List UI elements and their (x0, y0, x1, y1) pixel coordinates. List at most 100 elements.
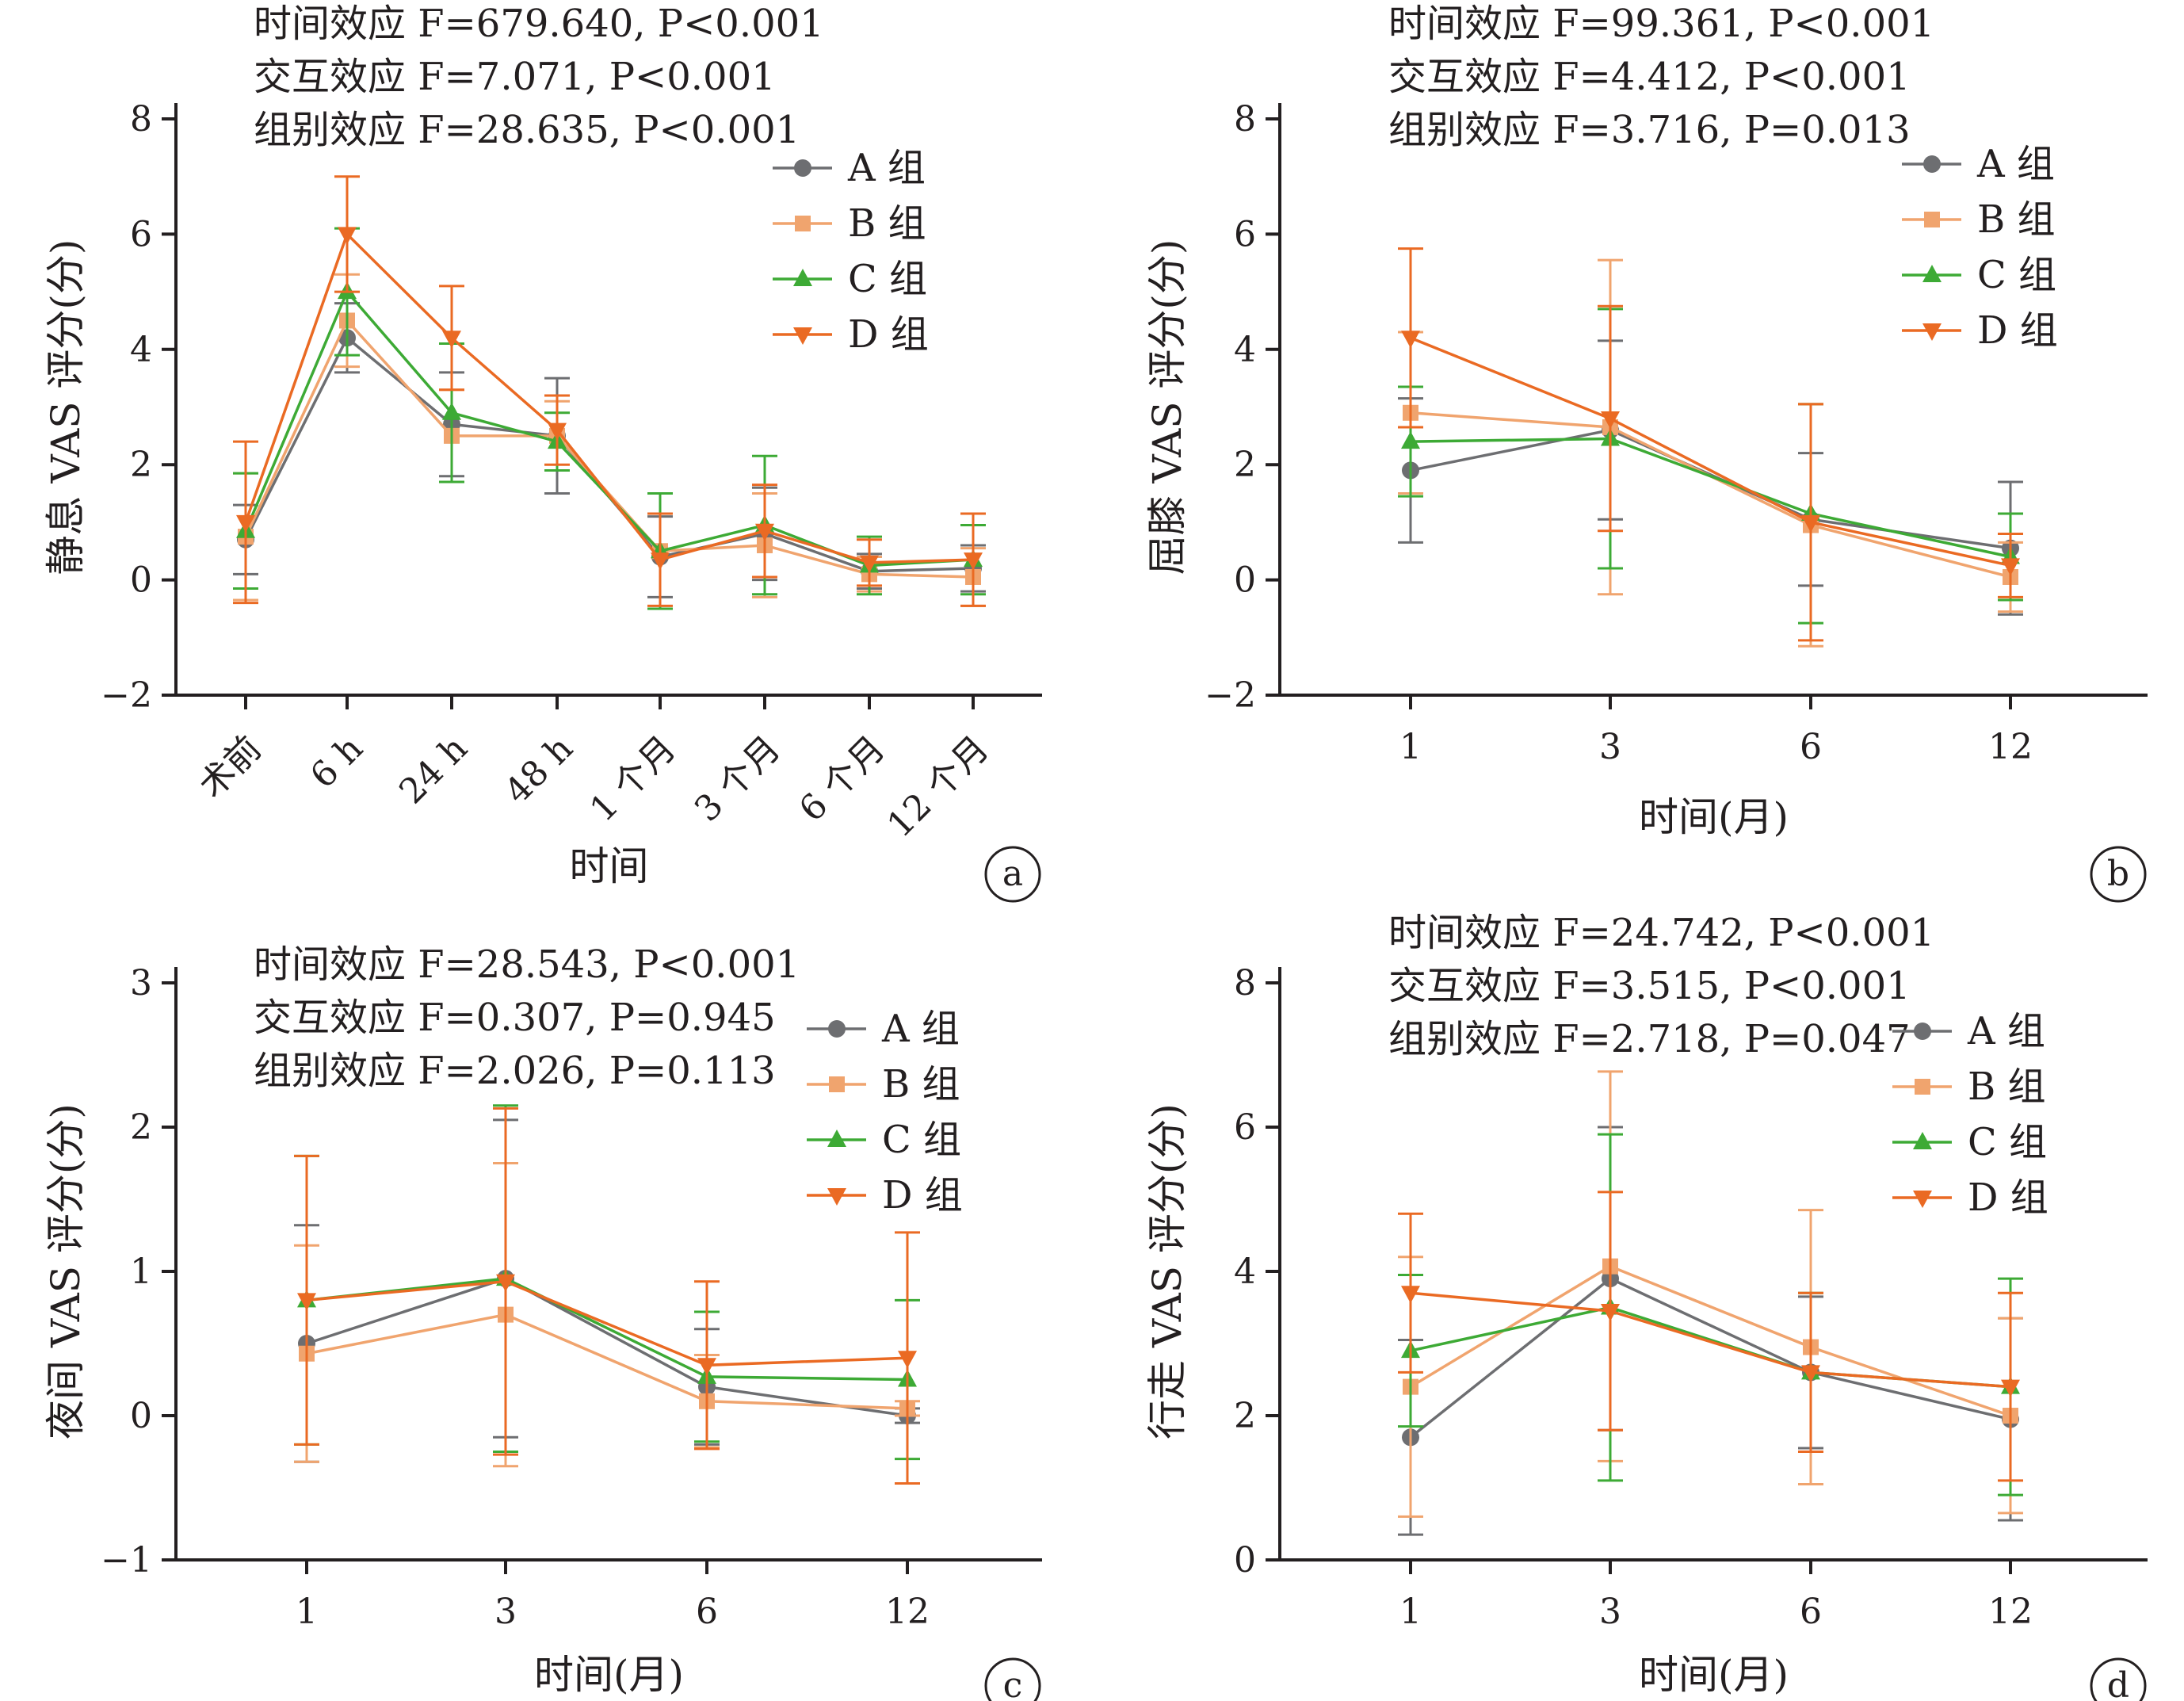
data-point (860, 555, 879, 573)
panel-badge (984, 1657, 1041, 1701)
legend-label: C 组 (1977, 253, 2056, 297)
data-point (1401, 1286, 1420, 1304)
legend-marker (1914, 1023, 1931, 1040)
data-point (1401, 331, 1420, 349)
panel-badge-label: a (1002, 854, 1023, 894)
x-tick-label: 24 h (391, 728, 475, 812)
legend-marker (827, 1188, 846, 1206)
y-tick-label: 2 (1234, 1396, 1256, 1436)
x-tick-label: 12 (1988, 727, 2033, 767)
stat-annotation: 交互效应 F=7.071, P<0.001 (254, 55, 776, 99)
panel-badge (2090, 1657, 2147, 1701)
series-line (306, 1313, 908, 1410)
x-axis-label: 时间(月) (534, 1652, 684, 1698)
series-line (306, 1277, 908, 1382)
data-point (1801, 514, 1820, 533)
series-line (1410, 437, 2011, 559)
series-line (1410, 428, 2011, 550)
legend-entry: C 组 (807, 1118, 961, 1162)
series-line (1409, 1277, 2011, 1439)
legend-entry: B 组 (807, 1062, 960, 1107)
legend-label: D 组 (882, 1173, 963, 1217)
stat-annotation: 时间效应 F=99.361, P<0.001 (1388, 2, 1934, 46)
data-point (548, 422, 567, 441)
y-tick-label: −1 (101, 1540, 152, 1581)
x-axis-label: 时间(月) (1639, 1652, 1789, 1698)
x-tick-label: 术前 (191, 728, 269, 806)
y-axis-label: 静息 VAS 评分(分) (43, 239, 89, 575)
data-point (2001, 558, 2020, 576)
y-tick-label: 0 (1234, 560, 1256, 601)
stat-annotation: 组别效应 F=28.635, P<0.001 (254, 108, 800, 152)
series-line (306, 1277, 908, 1417)
x-tick-label: 6 (696, 1592, 718, 1632)
series-d (1398, 247, 2023, 642)
y-tick-label: 2 (130, 1107, 152, 1148)
y-tick-label: 4 (1234, 1252, 1256, 1292)
y-tick-label: 8 (130, 99, 152, 140)
legend-label: C 组 (882, 1118, 961, 1162)
legend-entry: A 组 (773, 146, 926, 190)
series-line (244, 231, 974, 564)
series-line (1410, 1305, 2011, 1389)
legend-entry: D 组 (1892, 1175, 2048, 1220)
series-d (294, 1107, 920, 1485)
data-point (1801, 1365, 1820, 1383)
stat-annotation: 时间效应 F=24.742, P<0.001 (1388, 911, 1934, 955)
series-line (1410, 336, 2011, 568)
y-tick-label: 0 (130, 560, 152, 601)
legend-marker (795, 216, 811, 231)
series-line (1410, 411, 2011, 579)
y-axis-label: 行走 VAS 评分(分) (1144, 1103, 1190, 1439)
data-point (297, 1293, 316, 1311)
panel-badge-label: b (2107, 854, 2129, 894)
series-b (294, 1162, 920, 1468)
data-point (1601, 411, 1620, 430)
stat-annotation: 组别效应 F=2.026, P=0.113 (254, 1049, 776, 1093)
legend-entry: B 组 (1892, 1065, 2046, 1109)
legend-entry: D 组 (773, 312, 929, 357)
data-point (236, 514, 255, 533)
series-d (233, 175, 986, 607)
y-tick-label: −2 (1205, 675, 1256, 716)
series-b (1398, 1070, 2023, 1518)
series-line (1410, 1264, 2011, 1417)
legend-label: A 组 (881, 1007, 960, 1051)
legend-entry: C 组 (773, 257, 927, 301)
panel-d: 0 2 4 6 8 1 3 6 12 行走 VAS 评分(分) 时间(月) 时间效应 F=24.742… (1144, 911, 2148, 1701)
legend-marker (829, 1076, 845, 1092)
legend-marker (1922, 265, 1942, 282)
data-point (755, 523, 774, 541)
legend-label: C 组 (848, 257, 927, 301)
legend-label: B 组 (1977, 197, 2056, 242)
y-tick-label: 0 (1234, 1540, 1256, 1581)
y-tick-label: 6 (130, 214, 152, 254)
y-tick-label: 2 (1234, 445, 1256, 485)
legend-label: A 组 (1967, 1009, 2045, 1053)
x-tick-label: 48 h (497, 728, 581, 812)
panel-badge (2090, 846, 2147, 903)
x-tick-label: 3 (494, 1592, 517, 1632)
legend-entry: C 组 (1892, 1120, 2047, 1164)
legend-marker (1913, 1191, 1932, 1208)
data-point (2001, 1379, 2020, 1397)
x-axis-label: 时间(月) (1639, 794, 1789, 840)
stat-annotation: 时间效应 F=679.640, P<0.001 (254, 2, 824, 46)
series-line (306, 1279, 908, 1367)
x-tick-label: 12 (885, 1592, 930, 1632)
data-point (442, 331, 461, 349)
y-tick-label: 6 (1234, 214, 1256, 254)
legend-marker (794, 159, 811, 177)
legend-label: A 组 (847, 146, 926, 190)
legend-label: B 组 (848, 201, 926, 246)
x-tick-label: 12 (1988, 1592, 2033, 1632)
legend-label: D 组 (848, 312, 929, 357)
stat-annotation: 组别效应 F=3.716, P=0.013 (1388, 108, 1911, 152)
y-axis-label: 屈膝 VAS 评分(分) (1144, 239, 1190, 575)
x-tick-label: 3 个月 (687, 728, 788, 830)
legend-marker (793, 327, 812, 345)
legend-label: D 组 (1977, 308, 2058, 353)
series-c (1398, 308, 2023, 625)
legend-entry: C 组 (1902, 253, 2056, 297)
legend-label: C 组 (1968, 1120, 2047, 1164)
